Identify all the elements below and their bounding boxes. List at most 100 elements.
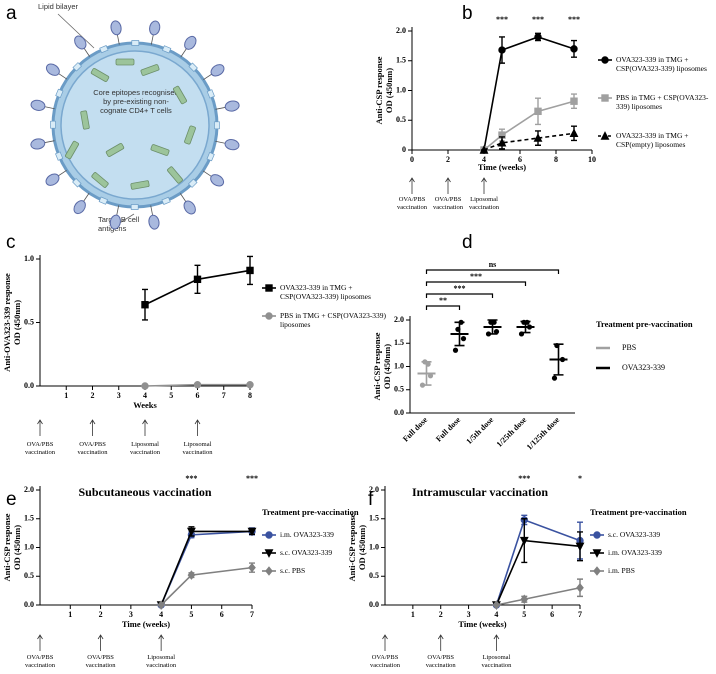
antigen-stalk <box>150 33 154 45</box>
antigen-stalk <box>179 193 187 203</box>
label-box: Liposomal vaccination <box>469 196 499 211</box>
b-cell-antigen <box>210 64 225 77</box>
y-tick-label: 1.0 <box>369 542 379 551</box>
x-tick-label: 4 <box>143 391 147 400</box>
timeline-arrow <box>481 177 487 194</box>
significance-label: * <box>578 474 582 483</box>
membrane-anchor <box>162 45 172 54</box>
label-box: OVA/PBS vaccination <box>397 196 427 211</box>
antigen-stalk <box>215 106 227 110</box>
y-tick-label: 1.5 <box>396 56 406 65</box>
legend-label: PBS in TMG + CSP(OVA323-339) liposomes <box>280 311 387 329</box>
data-point <box>479 145 489 154</box>
significance-label: ns <box>489 260 497 269</box>
timeline-label: Liposomal vaccination <box>182 441 213 456</box>
label-box: i.m. OVA323-339 <box>280 530 334 539</box>
data-point <box>520 594 529 605</box>
data-point <box>460 336 467 342</box>
x-tick-label: 3 <box>129 610 133 619</box>
series-line <box>495 518 581 606</box>
timeline-arrow <box>37 419 43 436</box>
label-box: s.c. OVA323-339 <box>280 548 332 557</box>
data-point <box>559 356 566 363</box>
y-tick-label: 0.0 <box>369 600 379 609</box>
membrane-anchor <box>130 204 139 210</box>
series-line <box>483 100 575 151</box>
x-axis-label: Weeks <box>133 400 157 410</box>
x-tick-label: 5 <box>169 391 173 400</box>
x-tick-label: 6 <box>196 391 200 400</box>
data-point <box>485 331 492 337</box>
legend-marker <box>265 312 273 320</box>
label-box: Liposomal vaccination <box>146 654 176 669</box>
liposome-core <box>60 50 210 200</box>
y-tick-label: 0.5 <box>24 571 34 580</box>
membrane-anchor <box>188 62 198 72</box>
data-point <box>427 373 434 379</box>
legend-marker <box>265 531 273 539</box>
series-line <box>496 586 581 606</box>
series-line <box>495 539 581 606</box>
core-epitope <box>65 140 79 160</box>
y-tick-label: 0.5 <box>396 115 406 124</box>
timeline-label: OVA/PBS vaccination <box>425 654 456 669</box>
significance-label: *** <box>532 15 544 24</box>
label-box: OVA323-339 in TMG + CSP(OVA323-339) lipo… <box>280 283 371 301</box>
core-epitope <box>91 172 109 188</box>
label-box: OVA323-339 in TMG + CSP(empty) liposomes <box>616 131 689 149</box>
data-point <box>141 382 149 390</box>
legend-marker <box>265 284 273 292</box>
y-axis-label: OD (450nm) <box>12 525 22 570</box>
b-cell-antigen <box>74 35 87 50</box>
liposome-diagram: Lipid bilayer Core epitopes recognised b… <box>30 2 240 233</box>
label-box: OVA/PBS vaccination <box>25 654 55 669</box>
label-box: i.m. PBS <box>608 566 635 575</box>
legend-marker <box>601 56 609 64</box>
y-axis-label: Anti-CSP response <box>347 513 357 581</box>
legend-marker <box>600 131 610 140</box>
y-axis-label: Anti-CSP response <box>372 332 382 400</box>
legend-marker <box>264 549 274 558</box>
significance-label: *** <box>496 15 508 24</box>
x-tick-label: 1 <box>411 610 415 619</box>
timeline-arrow <box>409 177 415 194</box>
y-axis-label: OD (450nm) <box>382 344 392 389</box>
series-line <box>160 530 252 606</box>
data-point <box>519 536 529 546</box>
b-cell-antigen <box>30 138 46 150</box>
panel-label: b <box>462 3 473 24</box>
y-tick-label: 1.0 <box>394 361 404 370</box>
membrane-anchor <box>99 45 109 54</box>
timeline-label: OVA/PBS vaccination <box>397 196 427 211</box>
b-cell-antigen <box>45 63 60 76</box>
legend-label: s.c. PBS <box>280 566 306 575</box>
data-point <box>193 381 202 389</box>
core-epitope <box>150 144 170 156</box>
x-tick-label: 5 <box>522 610 526 619</box>
timeline-label: OVA/PBS vaccination <box>85 654 116 669</box>
significance-label: *** <box>454 284 466 293</box>
data-point <box>569 128 579 138</box>
core-epitope <box>105 143 125 157</box>
data-point <box>452 347 459 353</box>
x-tick-label: 6 <box>550 610 554 619</box>
data-point <box>534 33 542 41</box>
timeline-label: Liposomal vaccination <box>130 441 160 456</box>
x-tick-label: 3 <box>467 610 471 619</box>
timeline-label: Liposomal vaccination <box>481 654 512 669</box>
label-box: OVA/PBS vaccination <box>433 196 463 211</box>
data-point <box>157 600 165 610</box>
data-point <box>554 342 560 349</box>
antigen-stalk <box>203 73 213 81</box>
data-point <box>493 329 500 335</box>
x-tick-label: 6 <box>220 610 224 619</box>
label-box: PBS in TMG + CSP(OVA323-339) liposomes <box>280 311 387 329</box>
membrane-anchor <box>72 178 82 188</box>
b-cell-antigen <box>30 99 46 111</box>
data-point <box>497 137 507 147</box>
antigen-stalk <box>202 170 213 178</box>
y-tick-label: 0 <box>402 145 406 154</box>
data-point <box>570 45 578 53</box>
